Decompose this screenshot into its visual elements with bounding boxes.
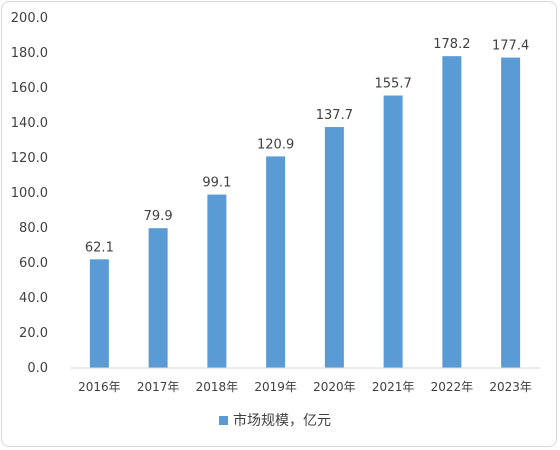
y-axis-tick-label: 80.0 xyxy=(19,221,48,236)
bar-2019年 xyxy=(266,156,286,368)
bar-value-label: 120.9 xyxy=(257,137,294,152)
x-axis-tick-label: 2022年 xyxy=(431,380,474,394)
y-axis-tick-label: 20.0 xyxy=(19,326,48,341)
y-axis-tick-label: 200.0 xyxy=(11,11,48,26)
legend-swatch xyxy=(219,416,228,425)
bar-value-label: 79.9 xyxy=(144,209,173,224)
y-axis-tick-label: 160.0 xyxy=(11,81,48,96)
bar-2016年 xyxy=(89,259,109,368)
x-axis-tick-labels: 2016年 2017年 2018年 2019年 2020年 2021年 2022年 2023年 xyxy=(78,380,532,394)
y-axis-tick-label: 100.0 xyxy=(11,186,48,201)
bar-value-labels: 62.1 79.9 99.1 120.9 137.7 155.7 178.2 177.4 xyxy=(85,37,529,255)
bar-value-label: 155.7 xyxy=(375,77,412,92)
x-axis-tick-label: 2021年 xyxy=(372,380,415,394)
bar-2021年 xyxy=(383,95,403,369)
x-axis-tick-label: 2023年 xyxy=(489,380,532,394)
bar-value-label: 99.1 xyxy=(202,176,231,191)
y-axis-tick-label: 40.0 xyxy=(19,291,48,306)
legend-label: 市场规模，亿元 xyxy=(233,412,331,429)
y-axis-tick-label: 180.0 xyxy=(11,46,48,61)
bar-2018年 xyxy=(207,194,227,368)
x-axis-tick-label: 2016年 xyxy=(78,380,121,394)
bar-2017年 xyxy=(148,228,168,368)
bar-value-label: 62.1 xyxy=(85,240,114,255)
y-axis-tick-labels: 0.0 20.0 40.0 60.0 80.0 100.0 120.0 140.0 160.0 1… xyxy=(11,11,48,376)
y-axis-tick-label: 140.0 xyxy=(11,116,48,131)
bar-2023年 xyxy=(501,57,521,369)
bar-value-label: 178.2 xyxy=(433,37,470,52)
x-axis-tick-label: 2019年 xyxy=(254,380,297,394)
bar-value-label: 137.7 xyxy=(316,108,353,123)
bar-2020年 xyxy=(324,127,344,369)
x-axis-tick-label: 2017年 xyxy=(137,380,180,394)
x-axis-tick-label: 2020年 xyxy=(313,380,356,394)
bar-2022年 xyxy=(442,56,462,369)
x-axis-tick-label: 2018年 xyxy=(196,380,239,394)
bar-series xyxy=(89,56,521,369)
y-axis-tick-label: 60.0 xyxy=(19,256,48,271)
y-axis-tick-label: 120.0 xyxy=(11,151,48,166)
y-axis-tick-label: 0.0 xyxy=(27,361,48,376)
bar-value-label: 177.4 xyxy=(492,39,529,54)
chart-legend: 市场规模，亿元 xyxy=(219,412,331,429)
